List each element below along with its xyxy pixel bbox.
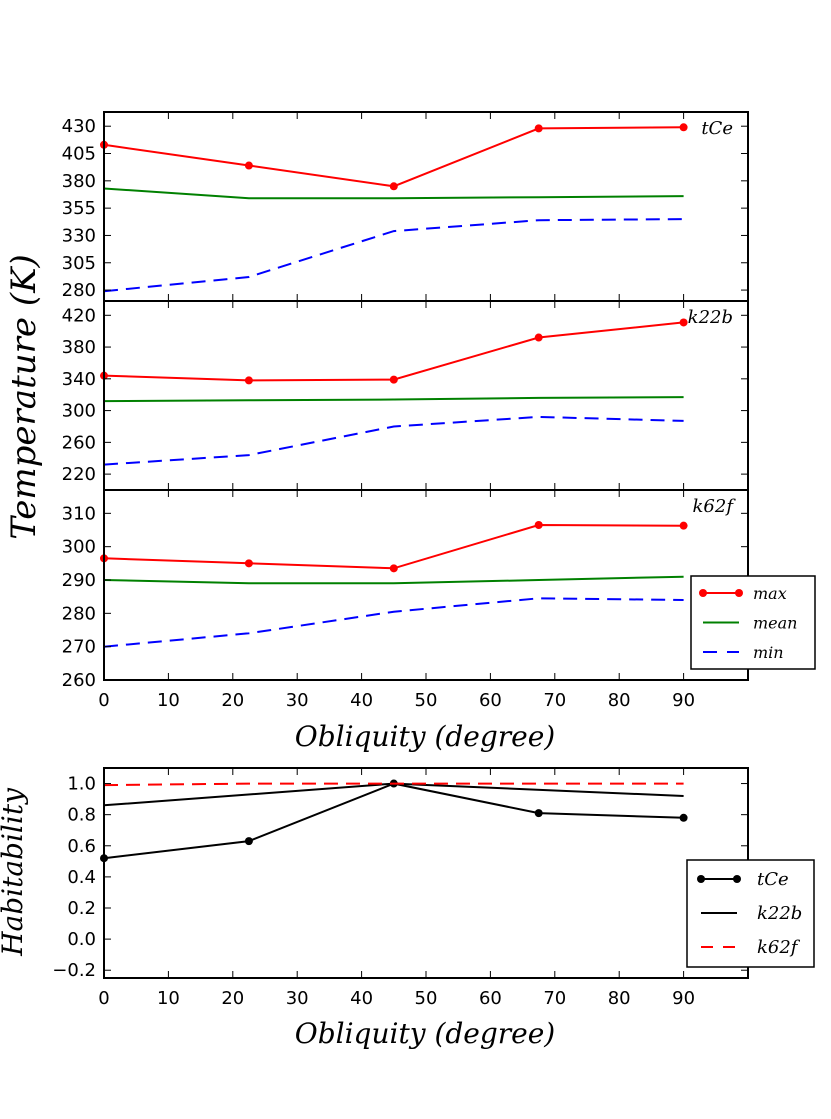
hab-xtick-label: 10 xyxy=(157,988,180,1009)
tCe-ytick-label: 330 xyxy=(62,225,96,246)
k22b-ytick-label: 260 xyxy=(62,432,96,453)
hab-xtick-label: 50 xyxy=(415,988,438,1009)
k22b-max-point xyxy=(389,375,398,384)
k62f-max-point xyxy=(679,521,688,530)
hab-frame xyxy=(103,767,749,979)
k62f-ytick-label: 270 xyxy=(62,637,96,658)
hab-k62f-line xyxy=(103,782,684,787)
hab-ytick-label: 0.2 xyxy=(67,898,96,919)
k62f-panel-label: k62f xyxy=(693,496,737,517)
k62f-max-point xyxy=(534,521,543,529)
tCe-ytick-label: 380 xyxy=(62,171,96,192)
hab-xtick-label: 30 xyxy=(286,988,309,1009)
temperature-xtick-label: 50 xyxy=(415,690,438,711)
temperature-xtick-label: 20 xyxy=(221,690,244,711)
tCe-min-line xyxy=(103,218,684,293)
tCe-ytick-label: 355 xyxy=(62,198,96,219)
k22b-max-point xyxy=(679,318,688,327)
hab-xtick-label: 90 xyxy=(672,988,695,1009)
hab-tCe-point xyxy=(534,809,543,818)
hab-ytick-label: 0.6 xyxy=(67,836,96,857)
temperature-xtick-label: 30 xyxy=(286,690,309,711)
hab-ytick-label: 0.8 xyxy=(67,805,96,826)
hab-ytick-label: 0.0 xyxy=(67,929,96,950)
hab-ytick-label: 0.4 xyxy=(67,867,96,888)
temperature-xtick-label: 90 xyxy=(672,690,695,711)
habitability-ylabel: Habitability xyxy=(0,787,29,957)
k62f-max-point xyxy=(244,559,253,568)
tCe-max-point xyxy=(389,182,398,191)
legend-min-label: min xyxy=(753,643,784,662)
legend-max-marker xyxy=(699,589,707,597)
hab-xtick-label: 70 xyxy=(543,988,566,1009)
temperature-xtick-label: 80 xyxy=(608,690,631,711)
k22b-max-point xyxy=(534,333,543,342)
k22b-ytick-label: 220 xyxy=(62,464,96,485)
k62f-max-point xyxy=(389,564,398,573)
hab-ytick-label: 1.0 xyxy=(67,774,96,795)
hab-xtick-label: 40 xyxy=(350,988,373,1009)
legend-max-label: max xyxy=(753,584,787,603)
hab-xtick-label: 0 xyxy=(98,988,109,1009)
habitability-xlabel: Obliquity (degree) xyxy=(295,1017,555,1050)
k22b-max-point xyxy=(244,376,253,385)
k62f-ytick-label: 310 xyxy=(62,503,96,524)
k22b-mean-line xyxy=(103,396,684,403)
k62f-ytick-label: 280 xyxy=(62,603,96,624)
tCe-mean-line xyxy=(103,187,684,200)
k22b-max-line xyxy=(103,321,684,382)
hab-xtick-label: 20 xyxy=(221,988,244,1009)
tCe-ytick-label: 430 xyxy=(62,116,96,137)
hab-xtick-label: 60 xyxy=(479,988,502,1009)
k62f-frame xyxy=(103,489,749,681)
k22b-ytick-label: 300 xyxy=(62,401,96,422)
tCe-frame xyxy=(103,111,749,302)
temperature-xtick-label: 70 xyxy=(543,690,566,711)
k62f-min-line xyxy=(103,597,684,648)
tCe-max-line xyxy=(103,126,684,188)
temperature-xtick-label: 40 xyxy=(350,690,373,711)
hab-tCe-point xyxy=(244,837,253,846)
legend-mean-label: mean xyxy=(753,614,797,633)
tCe-ytick-label: 405 xyxy=(62,144,96,165)
hab-xtick-label: 80 xyxy=(608,988,631,1009)
k62f-ytick-label: 300 xyxy=(62,537,96,558)
temperature-xtick-label: 60 xyxy=(479,690,502,711)
temperature-xtick-label: 10 xyxy=(157,690,180,711)
tCe-max-point xyxy=(679,123,688,132)
legend-max-marker xyxy=(735,589,743,597)
hab-legend-tCe-label: tCe xyxy=(757,869,789,890)
tCe-max-point xyxy=(244,161,253,170)
k22b-panel-label: k22b xyxy=(688,307,733,328)
k62f-max-line xyxy=(103,523,684,570)
k62f-mean-line xyxy=(103,575,684,585)
k22b-ytick-label: 380 xyxy=(62,337,96,358)
k62f-ytick-label: 290 xyxy=(62,570,96,591)
hab-legend-tCe-marker xyxy=(697,875,705,883)
tCe-ytick-label: 280 xyxy=(62,280,96,301)
hab-legend-tCe-marker xyxy=(733,875,741,883)
temperature-xtick-label: 0 xyxy=(98,690,109,711)
hab-legend-k22b-label: k22b xyxy=(757,903,802,924)
hab-ytick-label: −0.2 xyxy=(52,960,96,981)
k62f-ytick-label: 260 xyxy=(62,670,96,691)
temperature-xlabel: Obliquity (degree) xyxy=(295,720,555,753)
hab-legend-k62f-label: k62f xyxy=(757,937,801,958)
k22b-frame xyxy=(103,300,749,491)
k22b-min-line xyxy=(103,415,684,466)
k22b-ytick-label: 420 xyxy=(62,305,96,326)
tCe-ytick-label: 305 xyxy=(62,253,96,274)
hab-tCe-point xyxy=(679,813,688,822)
hab-tCe-line xyxy=(103,782,684,860)
tCe-panel-label: tCe xyxy=(701,118,733,139)
tCe-max-point xyxy=(534,124,543,133)
k22b-ytick-label: 340 xyxy=(62,369,96,390)
temperature-ylabel: Temperature (K) xyxy=(4,254,44,539)
